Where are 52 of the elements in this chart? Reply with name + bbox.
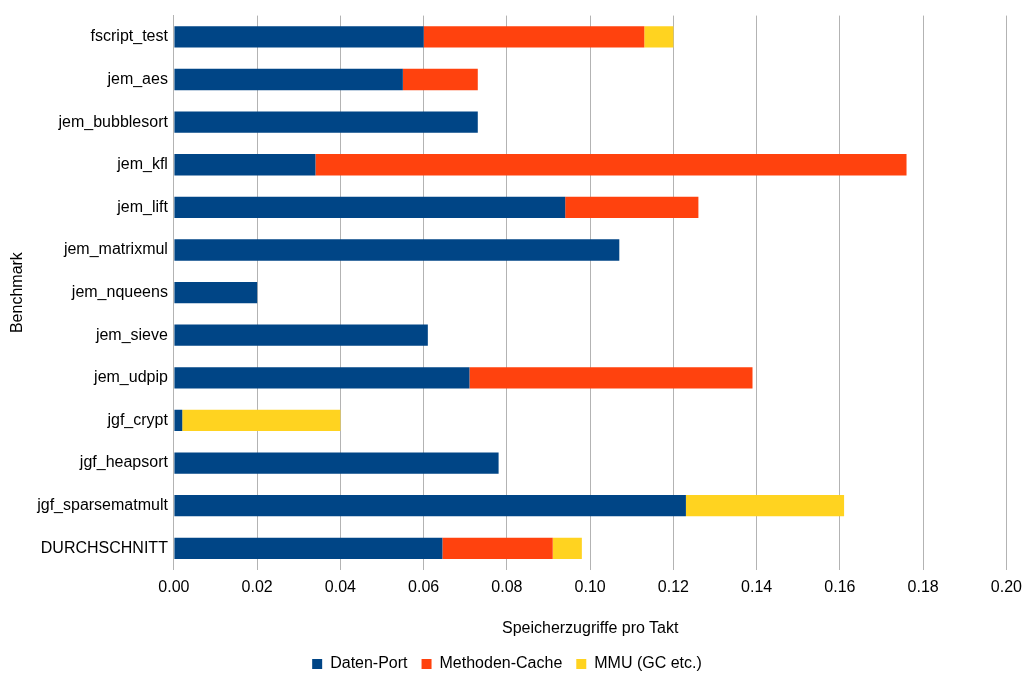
y-tick-label: jem_aes bbox=[106, 69, 168, 88]
y-tick-label: jem_bubblesort bbox=[57, 112, 169, 131]
x-axis-title: Speicherzugriffe pro Takt bbox=[501, 618, 679, 636]
bar bbox=[174, 495, 686, 517]
legend-label: Methoden-Cache bbox=[439, 654, 563, 672]
y-tick-label: jgf_crypt bbox=[106, 410, 169, 429]
y-tick-label: jem_nqueens bbox=[70, 283, 168, 302]
bar bbox=[565, 196, 699, 219]
y-tick-label: fscript_test bbox=[90, 27, 169, 46]
bar bbox=[174, 26, 424, 48]
bar bbox=[174, 196, 566, 219]
bar bbox=[174, 537, 443, 559]
bar bbox=[174, 367, 470, 389]
x-tick-label: 0.18 bbox=[907, 577, 939, 595]
x-tick-label: 0.08 bbox=[491, 577, 523, 595]
bar bbox=[174, 111, 478, 133]
y-tick-label: DURCHSCHNITT bbox=[40, 538, 169, 556]
y-tick-label: jem_sieve bbox=[94, 325, 169, 344]
x-tick-label: 0.04 bbox=[324, 577, 357, 595]
y-tick-label: jgf_heapsort bbox=[78, 453, 169, 472]
y-tick-label: jem_matrixmul bbox=[62, 240, 168, 259]
legend-label: Daten-Port bbox=[330, 654, 409, 672]
bar bbox=[685, 495, 845, 517]
y-axis-title: Benchmark bbox=[8, 251, 26, 334]
x-tick-label: 0.16 bbox=[824, 577, 856, 595]
bar bbox=[315, 154, 907, 176]
x-tick-label: 0.12 bbox=[657, 577, 690, 595]
x-tick-label: 0.06 bbox=[408, 577, 440, 595]
bar bbox=[174, 68, 403, 91]
y-tick-label: jem_kfl bbox=[116, 155, 168, 174]
y-tick-label: jem_lift bbox=[116, 197, 169, 216]
bar bbox=[174, 409, 183, 432]
bar bbox=[174, 154, 316, 176]
x-tick-label: 0.02 bbox=[241, 577, 273, 595]
y-tick-label: jgf_sparsematmult bbox=[36, 496, 169, 515]
bar bbox=[174, 452, 499, 474]
x-tick-label: 0.20 bbox=[990, 577, 1023, 595]
bar bbox=[469, 367, 753, 389]
legend-label: MMU (GC etc.) bbox=[594, 654, 702, 672]
x-tick-label: 0.10 bbox=[574, 577, 606, 595]
bar bbox=[423, 26, 645, 48]
bar bbox=[174, 324, 428, 346]
bar bbox=[182, 409, 341, 432]
x-tick-label: 0.14 bbox=[741, 577, 773, 595]
bar bbox=[644, 26, 674, 48]
bar bbox=[552, 537, 582, 559]
y-tick-label: jem_udpip bbox=[93, 368, 169, 387]
x-tick-label: 0.00 bbox=[158, 577, 190, 595]
bar bbox=[402, 68, 478, 91]
bar bbox=[174, 239, 620, 261]
bar bbox=[174, 281, 258, 304]
bar bbox=[442, 537, 553, 559]
